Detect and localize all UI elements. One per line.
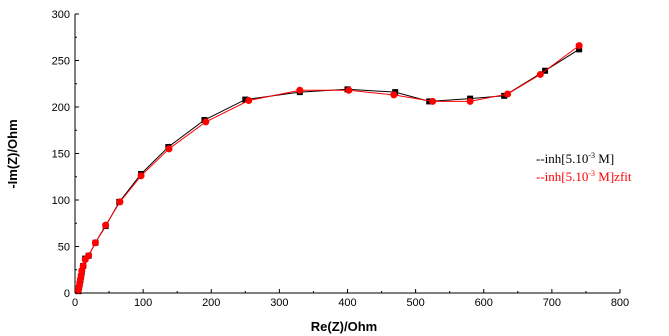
data-point bbox=[202, 118, 210, 126]
y-tick-label: 100 bbox=[52, 195, 70, 207]
data-point bbox=[102, 221, 110, 229]
data-point bbox=[137, 172, 145, 180]
legend-entry-1: --inh[5.10-3 M] bbox=[536, 151, 614, 166]
data-point bbox=[79, 262, 87, 270]
legend-entry-2: --inh[5.10-3 M]zfit bbox=[536, 169, 632, 184]
x-tick-label: 100 bbox=[134, 297, 152, 309]
y-tick-label: 150 bbox=[52, 149, 70, 161]
x-tick-label: 200 bbox=[202, 297, 220, 309]
legend: --inh[5.10-3 M] --inh[5.10-3 M]zfit bbox=[536, 151, 632, 184]
axes: 0 100 200 300 400 500 600 700 800 0 50 100 150 200 250… bbox=[52, 9, 630, 309]
x-tick-label: 700 bbox=[543, 297, 561, 309]
data-point bbox=[91, 239, 99, 247]
y-tick-label: 300 bbox=[52, 9, 70, 21]
x-axis-title: Re(Z)/Ohm bbox=[311, 319, 377, 334]
data-point bbox=[575, 42, 583, 50]
data-point bbox=[116, 198, 124, 206]
data-point bbox=[390, 91, 398, 99]
x-tick-label: 300 bbox=[270, 297, 288, 309]
x-tick-label: 0 bbox=[72, 297, 78, 309]
data-point bbox=[501, 92, 508, 99]
y-tick-label: 0 bbox=[64, 288, 70, 300]
data-point bbox=[165, 145, 173, 153]
data-point bbox=[466, 97, 474, 105]
y-tick-label: 250 bbox=[52, 56, 70, 68]
data-point bbox=[504, 90, 512, 98]
x-tick-label: 800 bbox=[611, 297, 629, 309]
y-tick-label: 50 bbox=[58, 242, 70, 254]
data-point bbox=[85, 252, 93, 260]
x-tick-label: 600 bbox=[475, 297, 493, 309]
x-tick-label: 500 bbox=[406, 297, 424, 309]
data-point bbox=[245, 96, 253, 104]
data-point bbox=[576, 46, 583, 53]
data-point bbox=[242, 96, 249, 103]
data-point bbox=[296, 86, 304, 94]
data-point bbox=[536, 70, 544, 78]
series-1 bbox=[75, 46, 583, 295]
series-layer bbox=[74, 42, 583, 295]
series-2 bbox=[74, 42, 583, 294]
y-axis-title: -Im(Z)/Ohm bbox=[5, 119, 20, 188]
data-point bbox=[429, 97, 437, 105]
y-tick-label: 200 bbox=[52, 102, 70, 114]
series-line bbox=[77, 48, 580, 292]
x-tick-label: 400 bbox=[338, 297, 356, 309]
data-point bbox=[345, 86, 353, 94]
series-line bbox=[77, 45, 580, 291]
